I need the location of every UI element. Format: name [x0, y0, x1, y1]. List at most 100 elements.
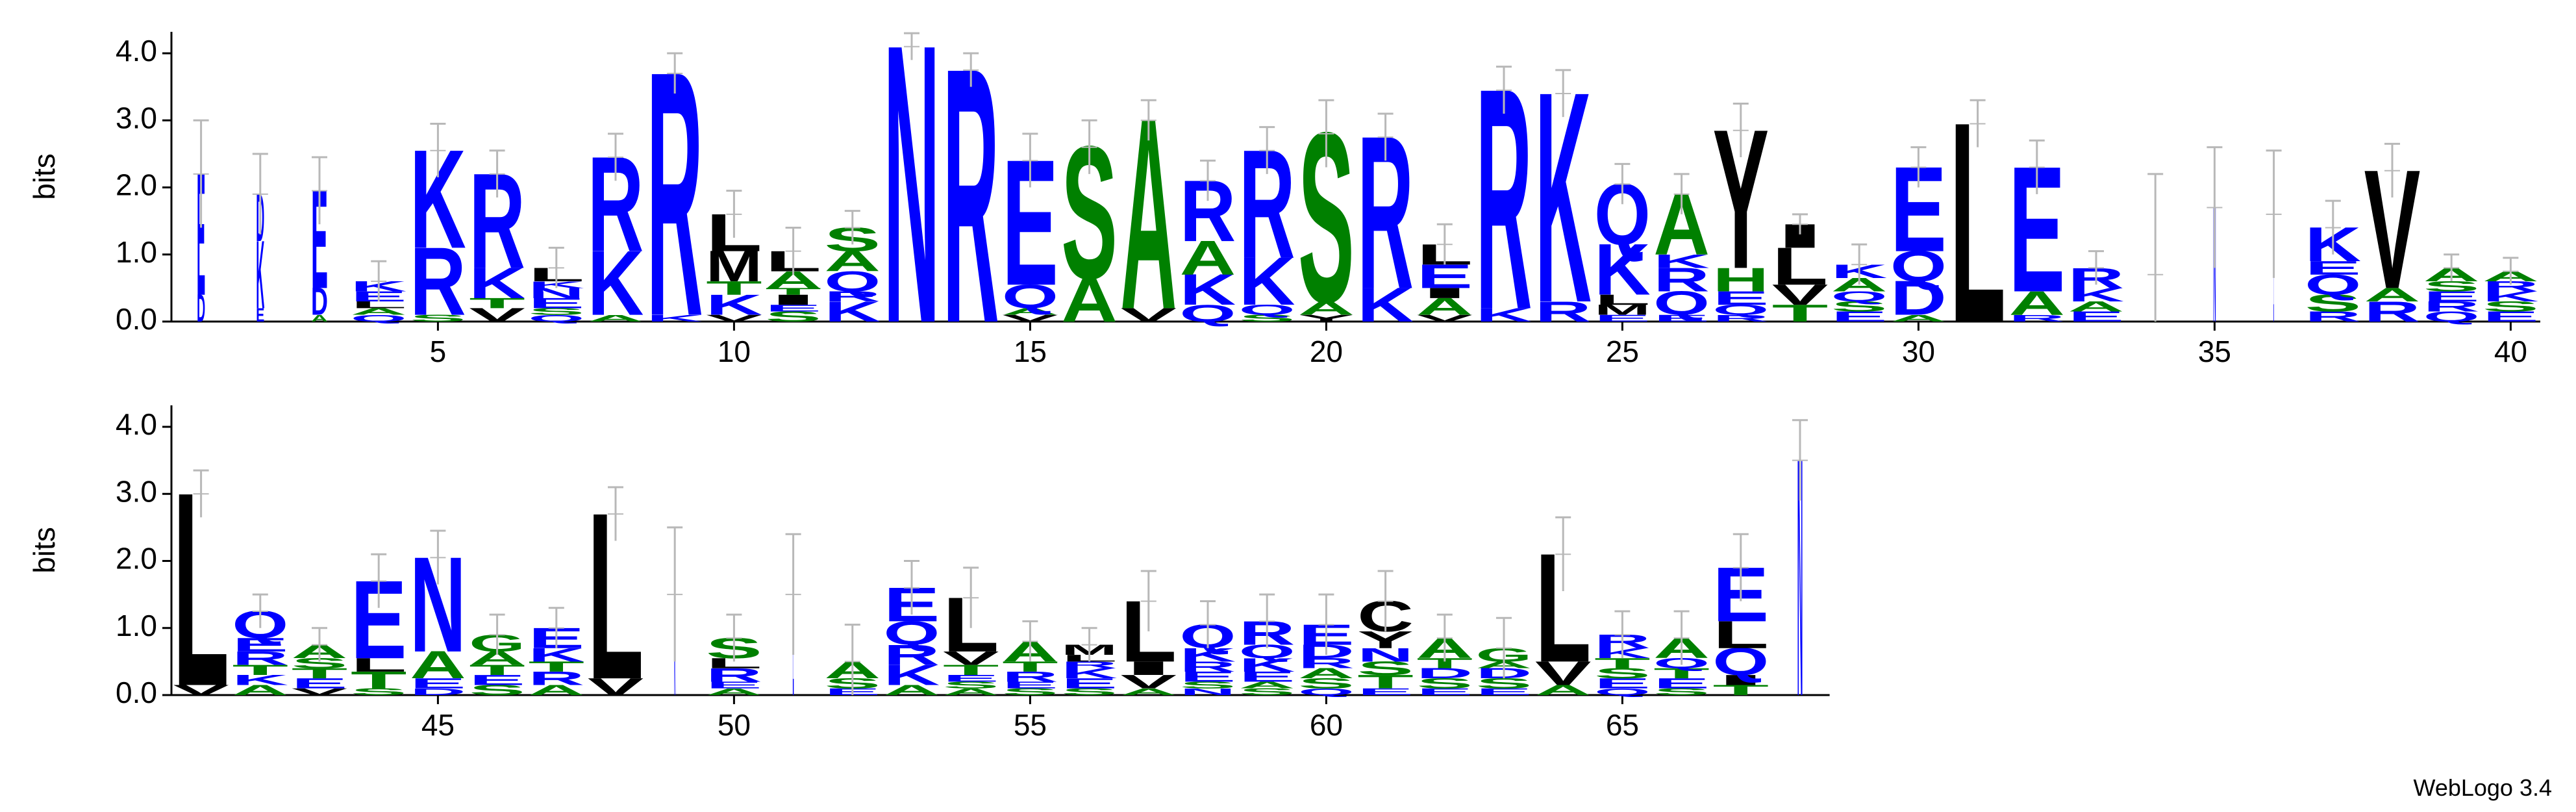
residue-glyph: K — [588, 231, 644, 335]
x-tick-label: 30 — [1902, 335, 1935, 368]
residue-glyph: R — [1002, 668, 1058, 685]
residue-glyph: Q — [1298, 686, 1355, 697]
x-tick-label: 35 — [2198, 335, 2231, 368]
residue-glyph: T — [943, 662, 999, 678]
residue-glyph: R — [2008, 313, 2065, 324]
residue-glyph: A — [1416, 293, 1473, 320]
residue-glyph: S — [1002, 686, 1058, 697]
residue-glyph: K — [256, 221, 264, 329]
residue-glyph: A — [1239, 679, 1295, 691]
residue-glyph: D — [1890, 271, 1947, 325]
residue-glyph: R — [1653, 260, 1710, 299]
residue-glyph: R — [2423, 298, 2480, 314]
residue-glyph: I — [1416, 285, 1473, 301]
residue-glyph: T — [528, 659, 584, 675]
residue-glyph: I — [765, 292, 821, 308]
residue-glyph: E — [1712, 287, 1769, 309]
x-tick-label: 15 — [1014, 335, 1047, 368]
residue-glyph: E — [943, 673, 999, 684]
residue-glyph: N — [884, 0, 940, 406]
x-tick-label: 50 — [718, 708, 751, 742]
residue-glyph: K — [824, 296, 881, 328]
y-tick-label: 3.0 — [116, 474, 157, 508]
residue-glyph: M — [706, 242, 762, 290]
residue-glyph: E — [1002, 679, 1058, 691]
residue-glyph: K — [1476, 304, 1532, 326]
footer: WebLogo 3.4 — [2413, 774, 2552, 801]
residue-glyph: E — [706, 679, 762, 691]
residue-glyph: A — [528, 682, 584, 698]
residue-glyph: R — [2364, 296, 2421, 328]
residue-glyph: E — [1653, 675, 1710, 691]
residue-glyph: Q — [1653, 285, 1710, 322]
residue-glyph: V — [1120, 304, 1177, 325]
residue-glyph: A — [410, 644, 466, 687]
residue-glyph: R — [824, 288, 881, 305]
residue-glyph: K — [706, 289, 762, 322]
residue-glyph: A — [2068, 298, 2125, 314]
residue-glyph: A — [1120, 687, 1177, 698]
residue-glyph: T — [1712, 682, 1769, 698]
residue-glyph: T — [292, 665, 348, 681]
residue-glyph: K — [884, 659, 940, 691]
residue-glyph: K — [2068, 284, 2125, 306]
residue-glyph: V — [1772, 279, 1829, 311]
residue-glyph: V — [1002, 312, 1058, 324]
residue-glyph: K — [647, 313, 703, 324]
residue-glyph: E — [2305, 257, 2361, 279]
residue-glyph: T — [469, 295, 525, 311]
residue-glyph: V — [1535, 654, 1592, 692]
residue-glyph: A — [1890, 313, 1947, 324]
residue-glyph: A — [2008, 284, 2065, 322]
residue-glyph: T — [706, 277, 762, 299]
residue-glyph: A — [1061, 265, 1118, 336]
residue-glyph: Q — [2305, 268, 2361, 301]
residue-glyph: R — [232, 648, 288, 670]
residue-glyph: E — [256, 305, 264, 326]
residue-glyph: E — [2482, 309, 2539, 325]
residue-glyph: H — [1712, 260, 1769, 299]
residue-glyph: S — [2482, 298, 2539, 314]
x-tick-label: 45 — [421, 708, 455, 742]
residue-glyph: V — [706, 312, 762, 324]
residue-glyph: M — [1594, 301, 1651, 318]
residue-glyph: T — [351, 666, 407, 694]
residue-glyph: E — [410, 675, 466, 691]
residue-glyph: R — [1298, 655, 1355, 672]
residue-glyph: L — [1772, 236, 1829, 296]
y-tick-label: 1.0 — [116, 609, 157, 642]
residue-glyph: E — [765, 303, 821, 314]
residue-glyph: T — [765, 286, 821, 297]
residue-glyph: L — [351, 654, 407, 676]
residue-glyph: K — [1239, 654, 1295, 676]
residue-glyph: Q — [1890, 242, 1947, 290]
residue-glyph: S — [1831, 298, 1888, 314]
residue-glyph: R — [884, 639, 940, 671]
residue-glyph: K — [1180, 265, 1236, 314]
residue-glyph: E — [1594, 675, 1651, 691]
residue-glyph: E — [2068, 309, 2125, 325]
residue-glyph: Q — [1002, 277, 1058, 315]
residue-glyph: T — [1772, 299, 1829, 327]
residue-glyph: V — [943, 648, 999, 669]
residue-glyph: E — [1653, 312, 1710, 324]
residue-glyph: S — [1180, 679, 1236, 691]
residue-glyph: E — [1180, 668, 1236, 685]
residue-glyph: A — [588, 313, 644, 324]
y-tick-label: 0.0 — [116, 676, 157, 709]
x-tick-label: 20 — [1310, 335, 1343, 368]
residue-glyph: L — [1594, 292, 1651, 308]
x-tick-label: 65 — [1606, 708, 1639, 742]
y-tick-label: 1.0 — [116, 235, 157, 269]
x-tick-label: 5 — [430, 335, 447, 368]
residue-glyph: D — [311, 280, 328, 324]
residue-glyph: S — [943, 679, 999, 691]
y-tick-label: 2.0 — [116, 542, 157, 576]
residue-glyph: E — [232, 634, 288, 655]
residue-glyph: T — [232, 662, 288, 678]
residue-glyph: E — [1357, 686, 1414, 697]
residue-glyph: A — [2364, 284, 2421, 306]
residue-glyph: D — [410, 687, 466, 698]
residue-glyph: A — [1298, 665, 1355, 681]
residue-glyph: A — [884, 682, 940, 698]
